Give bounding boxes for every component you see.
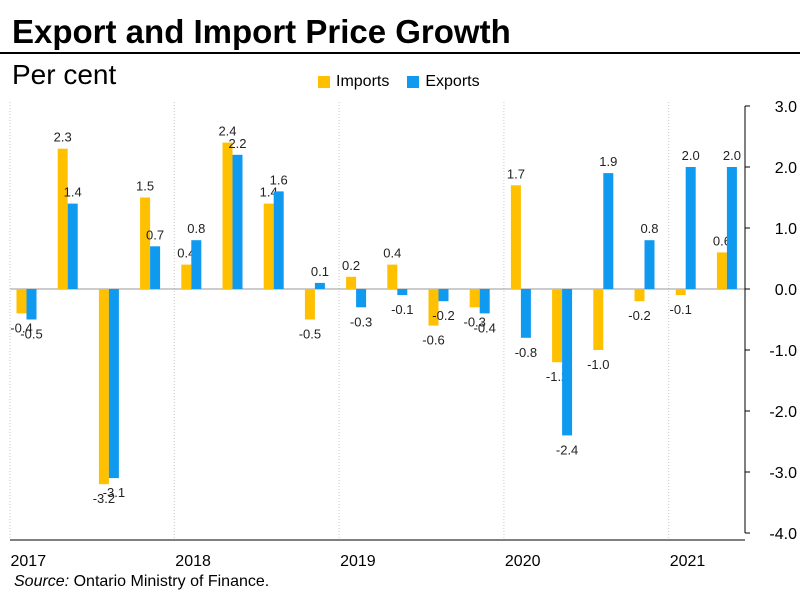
y-tick-label: -1.0 <box>769 343 797 360</box>
data-label-exports: -0.1 <box>391 302 413 317</box>
data-label-imports: 1.7 <box>507 166 525 181</box>
legend-swatch-imports <box>318 76 330 88</box>
data-label-exports: 2.0 <box>723 148 741 163</box>
bar-exports <box>726 167 737 289</box>
y-tick-label: 2.0 <box>775 160 797 177</box>
bar-exports <box>232 154 243 289</box>
data-label-exports: 0.8 <box>187 221 205 236</box>
y-tick-label: -3.0 <box>769 465 797 482</box>
x-year-label: 2020 <box>505 553 541 570</box>
y-tick-label: 3.0 <box>775 99 797 116</box>
legend: Imports Exports <box>318 73 498 91</box>
bar-exports <box>314 282 325 289</box>
legend-item-imports: Imports <box>318 73 389 91</box>
data-label-exports: 0.7 <box>146 227 164 242</box>
bar-exports <box>685 167 696 289</box>
y-tick-label: 0.0 <box>775 282 797 299</box>
data-label-imports: -0.6 <box>422 333 444 348</box>
data-label-imports: -0.4 <box>10 320 32 335</box>
data-label-imports: -0.2 <box>628 308 650 323</box>
bar-exports <box>520 289 531 338</box>
bar-exports <box>479 289 490 314</box>
bar-exports <box>644 240 655 289</box>
source-label: Source: <box>14 573 70 590</box>
bar-exports <box>67 203 78 289</box>
data-label-exports: -3.1 <box>103 485 125 500</box>
bar-imports <box>140 197 151 289</box>
legend-item-exports: Exports <box>407 73 480 91</box>
y-tick-label: -4.0 <box>769 526 797 543</box>
data-label-exports: 1.9 <box>599 154 617 169</box>
bar-imports <box>16 289 27 314</box>
source-text: Ontario Ministry of Finance. <box>73 573 270 590</box>
bar-imports <box>387 264 398 289</box>
data-label-imports: -1.0 <box>587 357 609 372</box>
data-label-imports: -0.1 <box>669 302 691 317</box>
data-label-exports: -0.4 <box>473 320 495 335</box>
data-label-imports: -3.2 <box>93 491 115 506</box>
bar-exports <box>397 289 408 296</box>
bar-exports <box>603 173 614 289</box>
data-label-imports: 2.4 <box>218 124 236 139</box>
bar-imports <box>57 148 68 289</box>
data-label-imports: 0.2 <box>342 258 360 273</box>
y-unit-label: Per cent <box>12 59 117 90</box>
bar-exports <box>562 289 573 436</box>
x-year-label: 2021 <box>670 553 706 570</box>
bar-imports <box>675 289 686 296</box>
data-label-imports: 1.4 <box>260 185 278 200</box>
bar-imports <box>469 289 480 308</box>
bar-imports <box>510 185 521 289</box>
data-label-exports: 0.1 <box>311 264 329 279</box>
chart-title: Export and Import Price Growth <box>12 13 511 50</box>
bar-exports <box>273 191 284 289</box>
legend-swatch-exports <box>407 76 420 88</box>
data-label-imports: 0.4 <box>177 246 195 261</box>
data-label-exports: -0.3 <box>350 314 372 329</box>
bar-imports <box>634 289 645 302</box>
bar-imports <box>593 289 604 350</box>
legend-label-exports: Exports <box>425 73 480 90</box>
data-label-exports: 1.6 <box>270 172 288 187</box>
bar-exports <box>438 289 449 302</box>
data-label-exports: -2.4 <box>556 442 578 457</box>
data-label-exports: -0.5 <box>20 327 42 342</box>
data-label-imports: 0.6 <box>713 233 731 248</box>
data-label-exports: -0.2 <box>432 308 454 323</box>
y-tick-label: 1.0 <box>775 221 797 238</box>
bar-imports <box>552 289 563 363</box>
data-label-exports: -0.8 <box>515 345 537 360</box>
bar-imports <box>428 289 439 326</box>
data-label-exports: 1.4 <box>64 185 82 200</box>
bar-imports <box>222 142 233 289</box>
data-label-imports: 2.3 <box>54 130 72 145</box>
data-label-exports: 2.0 <box>682 148 700 163</box>
x-year-label: 2017 <box>11 553 47 570</box>
bar-imports <box>181 264 192 289</box>
bar-imports <box>716 252 727 289</box>
data-label-exports: 0.8 <box>640 221 658 236</box>
bar-exports <box>150 246 161 289</box>
bar-imports <box>98 289 109 485</box>
bar-exports <box>26 289 37 320</box>
bar-imports <box>346 276 357 289</box>
data-label-exports: 2.2 <box>228 136 246 151</box>
bar-imports <box>263 203 274 289</box>
bar-imports <box>304 289 315 320</box>
bar-exports <box>356 289 367 308</box>
bar-exports <box>191 240 202 289</box>
title-underline <box>0 52 800 54</box>
bar-exports <box>108 289 119 479</box>
source-note: Source: Ontario Ministry of Finance. <box>14 573 269 591</box>
data-label-imports: 1.5 <box>136 179 154 194</box>
data-label-imports: -0.5 <box>299 327 321 342</box>
legend-label-imports: Imports <box>336 73 390 90</box>
y-tick-label: -2.0 <box>769 404 797 421</box>
x-year-label: 2018 <box>175 553 211 570</box>
data-label-imports: 0.4 <box>383 246 401 261</box>
x-year-label: 2019 <box>340 553 376 570</box>
data-label-imports: -0.3 <box>463 314 485 329</box>
